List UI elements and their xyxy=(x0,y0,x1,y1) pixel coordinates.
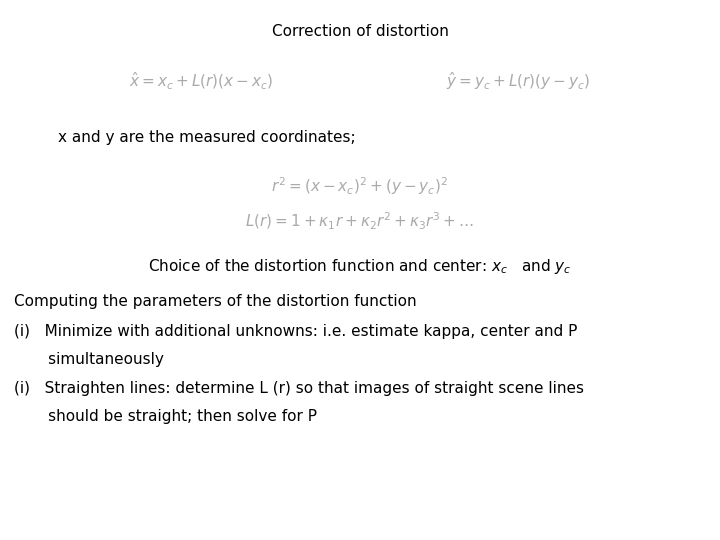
Text: $\hat{y} = y_c + L(r)(y - y_c)$: $\hat{y} = y_c + L(r)(y - y_c)$ xyxy=(446,70,590,92)
Text: (i)   Minimize with additional unknowns: i.e. estimate kappa, center and P: (i) Minimize with additional unknowns: i… xyxy=(14,324,577,339)
Text: Choice of the distortion function and center: $x_c$   and $y_c$: Choice of the distortion function and ce… xyxy=(148,256,572,275)
Text: $\hat{x} = x_c + L(r)(x - x_c)$: $\hat{x} = x_c + L(r)(x - x_c)$ xyxy=(130,70,274,91)
Text: should be straight; then solve for P: should be straight; then solve for P xyxy=(14,409,318,424)
Text: Computing the parameters of the distortion function: Computing the parameters of the distorti… xyxy=(14,294,417,309)
Text: $r^2 = (x - x_c)^2 + (y - y_c)^2$: $r^2 = (x - x_c)^2 + (y - y_c)^2$ xyxy=(271,176,449,197)
Text: $L(r) = 1 + \kappa_1 r + \kappa_2 r^2 + \kappa_3 r^3 + \ldots$: $L(r) = 1 + \kappa_1 r + \kappa_2 r^2 + … xyxy=(246,211,474,232)
Text: simultaneously: simultaneously xyxy=(14,352,164,367)
Text: Correction of distortion: Correction of distortion xyxy=(271,24,449,39)
Text: (i)   Straighten lines: determine L (r) so that images of straight scene lines: (i) Straighten lines: determine L (r) so… xyxy=(14,381,585,396)
Text: x and y are the measured coordinates;: x and y are the measured coordinates; xyxy=(58,130,355,145)
